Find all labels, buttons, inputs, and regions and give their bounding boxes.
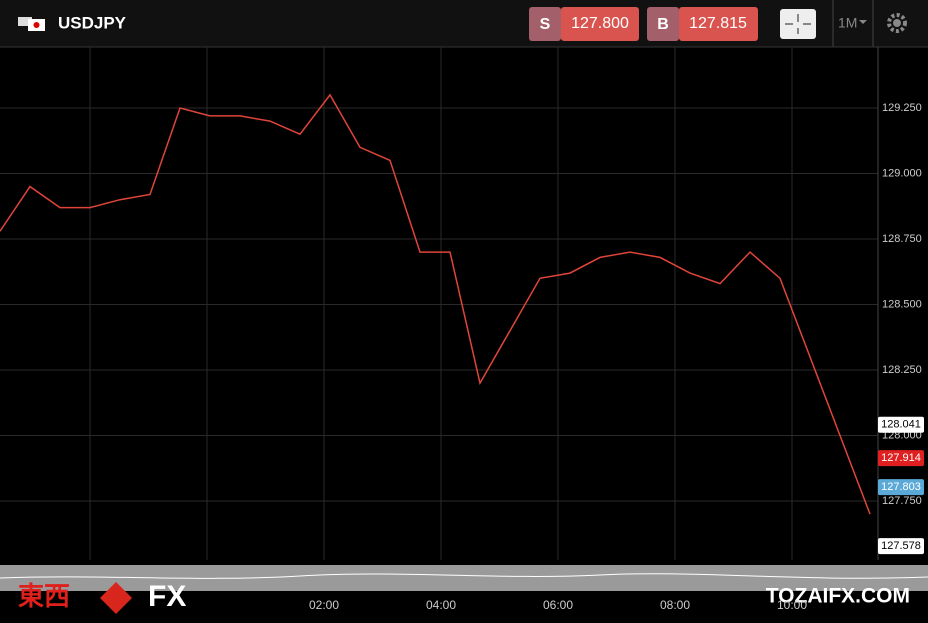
settings-gear[interactable] (887, 13, 907, 33)
y-tick-label: 128.500 (882, 298, 922, 310)
brand-kanji: 東西 (18, 581, 70, 611)
y-tick-label: 129.250 (882, 102, 922, 114)
settings-gear-core (893, 19, 901, 27)
y-tick-label: 128.750 (882, 233, 922, 245)
x-tick-label: 06:00 (543, 598, 573, 612)
brand-fx: FX (148, 580, 186, 613)
flag-us (18, 17, 32, 26)
flag-jp-dot (33, 22, 40, 28)
sell-price: 127.800 (571, 15, 629, 32)
price-line (0, 93, 871, 515)
y-tick-label: 129.000 (882, 167, 922, 179)
crosshair-button[interactable] (780, 9, 816, 39)
x-tick-label: 04:00 (426, 598, 456, 612)
y-tick-label: 127.750 (882, 495, 922, 507)
price-label: 127.914 (881, 452, 921, 464)
symbol: USDJPY (58, 13, 127, 32)
buy-tag[interactable] (647, 7, 679, 41)
header-bar (0, 0, 928, 47)
buy-label: B (657, 16, 669, 33)
price-label: 128.041 (881, 419, 921, 431)
x-tick-label: 10:00 (777, 598, 807, 612)
crosshair-icon (785, 14, 811, 34)
sell-tag[interactable] (529, 7, 561, 41)
sell-button[interactable] (561, 7, 639, 41)
timeframe[interactable]: 1M (838, 15, 857, 31)
site-name: TOZAIFX.COM (766, 585, 910, 608)
sell-label: S (540, 16, 551, 33)
brand-diamond (100, 582, 132, 614)
buy-price: 127.815 (689, 15, 747, 32)
dropdown-arrow (859, 20, 867, 24)
buy-button[interactable] (679, 7, 758, 41)
price-label-box (878, 416, 924, 433)
indicator-line (0, 573, 928, 579)
price-label: 127.803 (881, 481, 921, 493)
x-tick-label: 02:00 (309, 598, 339, 612)
price-label-box (878, 479, 924, 496)
price-label: 127.578 (881, 540, 921, 552)
price-label-box (878, 450, 924, 467)
price-label-box (878, 538, 924, 555)
x-tick-label: 08:00 (660, 598, 690, 612)
y-tick-label: 128.250 (882, 364, 922, 376)
